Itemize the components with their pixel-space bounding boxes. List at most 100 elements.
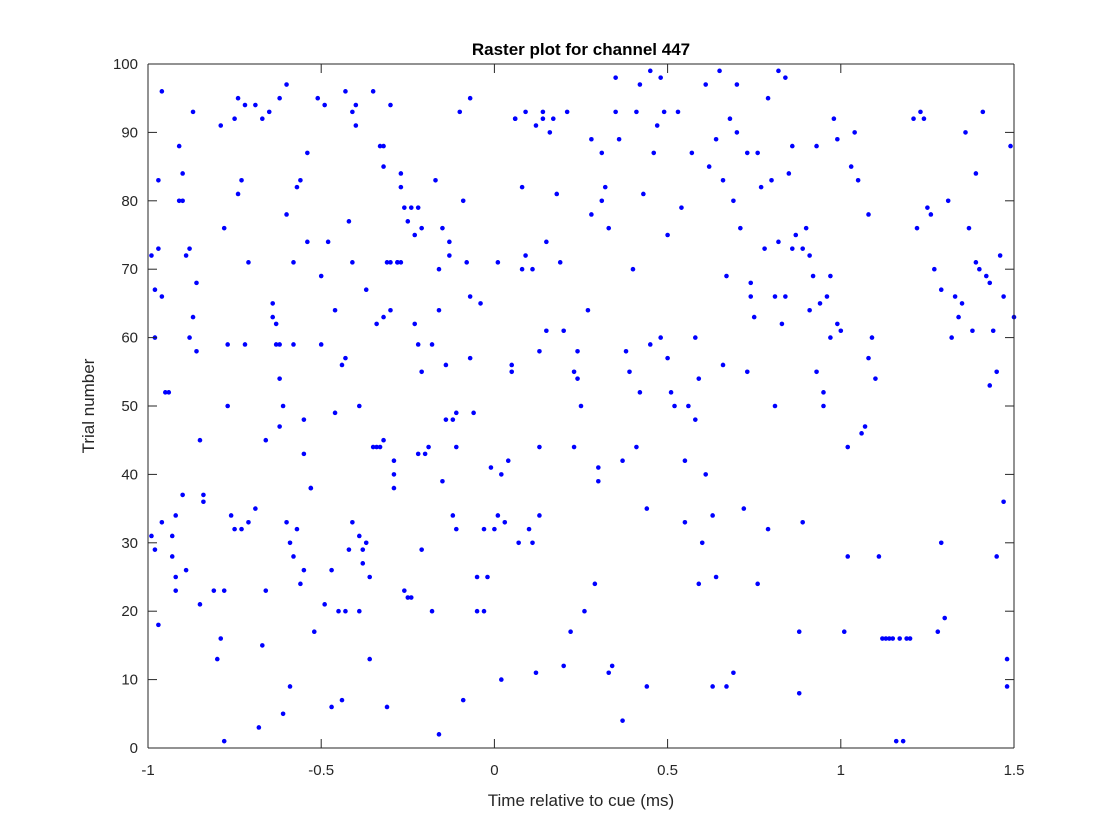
spike-point <box>173 574 179 580</box>
spike-point <box>651 150 657 156</box>
y-tick-label: 40 <box>121 466 138 483</box>
spike-point <box>537 444 542 450</box>
spike-point <box>388 102 393 108</box>
spike-point <box>194 280 199 286</box>
spike-point <box>977 266 982 272</box>
spike-point <box>381 437 386 443</box>
spike-point <box>637 82 643 87</box>
spike-point <box>263 588 269 593</box>
y-tick-label: 70 <box>121 261 138 278</box>
spike-point <box>183 253 189 258</box>
spike-point <box>159 519 165 525</box>
spike-point <box>578 403 584 409</box>
spike-point <box>467 294 473 299</box>
spike-point <box>800 246 805 251</box>
spike-point <box>647 342 653 347</box>
spike-point <box>741 506 747 511</box>
spike-point <box>284 212 289 217</box>
spike-point <box>772 294 778 299</box>
spike-point <box>381 164 386 169</box>
spike-point <box>415 451 421 457</box>
spike-point <box>256 725 262 730</box>
spike-point <box>509 362 515 368</box>
spike-point <box>599 150 605 156</box>
y-tick-label: 60 <box>121 330 138 347</box>
spike-point <box>391 485 397 491</box>
spike-point <box>440 478 445 484</box>
spike-point <box>869 335 875 340</box>
x-tick-label: 0.5 <box>657 762 678 779</box>
spike-point <box>343 355 348 361</box>
spike-point <box>523 109 528 115</box>
spike-point <box>634 109 639 115</box>
spike-point <box>973 171 979 176</box>
spike-point <box>703 82 709 87</box>
spike-point <box>537 348 542 354</box>
spike-point <box>949 335 954 340</box>
spike-point <box>796 629 802 635</box>
spike-point <box>696 376 702 381</box>
x-axis-label: Time relative to cue (ms) <box>488 791 674 810</box>
spike-point <box>862 424 868 429</box>
spike-point <box>246 260 251 265</box>
spike-point <box>273 342 279 347</box>
spike-point <box>713 136 719 142</box>
spike-point <box>821 390 826 395</box>
spike-point <box>332 307 338 313</box>
spike-point <box>277 95 282 101</box>
spike-point <box>305 239 310 245</box>
spike-point <box>848 164 854 169</box>
spike-point <box>194 348 199 354</box>
spike-point <box>481 526 487 532</box>
spike-point <box>221 588 227 593</box>
spike-point <box>623 348 629 354</box>
spike-point <box>232 116 237 122</box>
spike-point <box>388 307 393 313</box>
spike-point <box>284 519 289 525</box>
spike-point <box>866 355 871 361</box>
spike-point <box>346 547 352 552</box>
spike-point <box>530 540 535 546</box>
spike-point <box>467 95 473 101</box>
x-tick-label: 1.5 <box>1004 762 1025 779</box>
spike-point <box>959 301 965 306</box>
spike-point <box>779 321 785 327</box>
spike-point <box>301 451 307 457</box>
y-tick-label: 0 <box>130 740 138 757</box>
spike-point <box>744 150 750 156</box>
spike-point <box>270 314 276 320</box>
spike-point <box>415 205 421 210</box>
spike-point <box>294 184 300 190</box>
spike-point <box>405 219 411 224</box>
spike-point <box>810 273 816 279</box>
spike-point <box>855 177 861 183</box>
spike-point <box>1008 143 1013 149</box>
spike-point <box>156 622 161 628</box>
spike-point <box>156 177 161 183</box>
spike-point <box>935 629 941 635</box>
spike-point <box>360 561 366 566</box>
spike-point <box>987 383 993 388</box>
spike-point <box>755 581 760 587</box>
spike-point <box>693 335 698 340</box>
spike-point <box>925 205 930 210</box>
spike-point <box>720 362 726 368</box>
spike-point <box>776 239 781 245</box>
spike-point <box>582 608 587 614</box>
spike-point <box>374 321 379 327</box>
spike-point <box>841 629 847 635</box>
spike-point <box>907 636 913 641</box>
spike-point <box>641 191 646 197</box>
spike-point <box>187 335 192 340</box>
spike-point <box>370 89 376 94</box>
spike-point <box>533 123 539 128</box>
spike-point <box>357 533 362 539</box>
spike-point <box>280 711 286 717</box>
spike-point <box>336 608 341 614</box>
spike-point <box>512 116 518 122</box>
spike-point <box>384 260 390 265</box>
spike-point <box>367 656 372 662</box>
spike-point <box>457 109 463 115</box>
spike-point <box>398 184 404 190</box>
